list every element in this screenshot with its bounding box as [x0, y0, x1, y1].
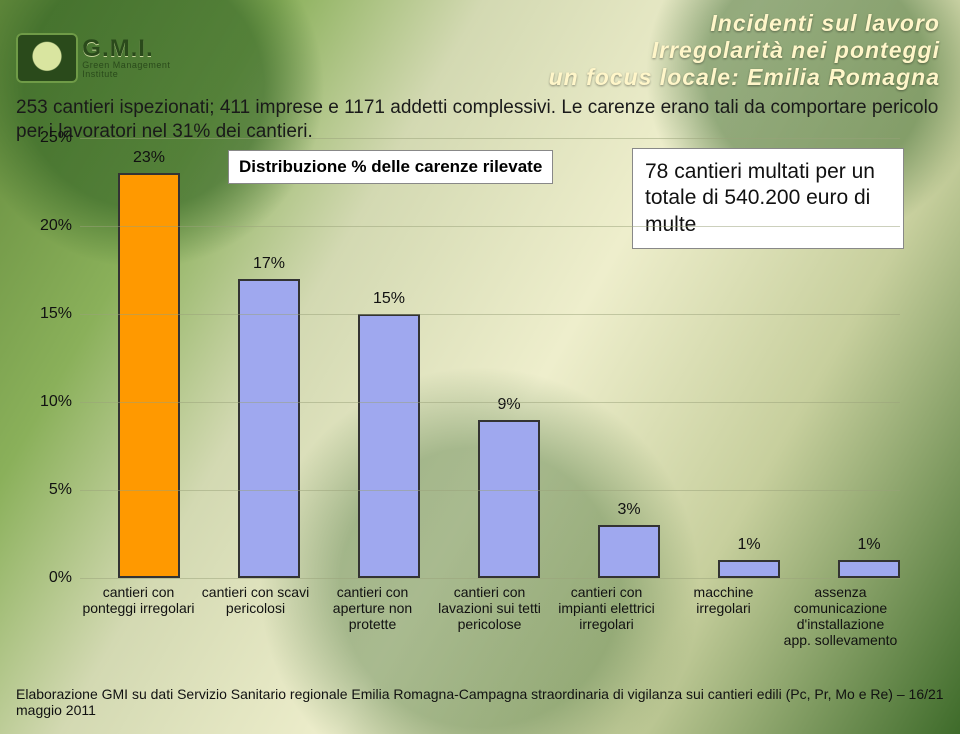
chart-y-tick-label: 20%	[26, 217, 72, 235]
chart-bar-value: 15%	[358, 290, 420, 308]
chart-gridline	[80, 578, 900, 579]
chart-bar	[118, 173, 180, 578]
chart-bar	[598, 525, 660, 578]
chart-y-tick-label: 25%	[26, 129, 72, 147]
chart-bar-value: 23%	[118, 149, 180, 167]
title-line1: Incidenti sul lavoro	[549, 10, 940, 37]
footnote: Elaborazione GMI su dati Servizio Sanita…	[16, 686, 944, 718]
chart-bar-value: 17%	[238, 255, 300, 273]
chart-y-tick-label: 5%	[26, 481, 72, 499]
logo-line2: Green Management Institute	[82, 61, 206, 79]
chart-bar	[478, 420, 540, 578]
chart-x-labels: cantieri con ponteggi irregolaricantieri…	[80, 584, 900, 648]
bar-chart: 23%17%15%9%3%1%1% 0%5%10%15%20%25% canti…	[80, 138, 900, 658]
chart-bar-value: 1%	[838, 536, 900, 554]
chart-bar	[838, 560, 900, 578]
chart-bar-value: 3%	[598, 501, 660, 519]
chart-bar	[238, 279, 300, 578]
chart-gridline	[80, 402, 900, 403]
chart-gridline	[80, 138, 900, 139]
chart-bar	[358, 314, 420, 578]
chart-x-label: macchine irregolari	[665, 584, 782, 648]
chart-gridline	[80, 226, 900, 227]
title-line3: un focus locale: Emilia Romagna	[549, 64, 940, 91]
slide: G.M.I. Green Management Institute Incide…	[0, 0, 960, 734]
chart-bars: 23% 17% 15% 9% 3% 1% 1%	[80, 138, 900, 578]
logo-badge-icon	[16, 33, 78, 83]
chart-x-label: assenza comunicazione d'installazione ap…	[782, 584, 899, 648]
chart-bar	[718, 560, 780, 578]
title-line2: Irregolarità nei ponteggi	[549, 37, 940, 64]
chart-x-label: cantieri con lavazioni sui tetti pericol…	[431, 584, 548, 648]
logo: G.M.I. Green Management Institute	[16, 28, 206, 88]
chart-bar-value: 9%	[478, 396, 540, 414]
chart-gridline	[80, 314, 900, 315]
chart-y-tick-label: 10%	[26, 393, 72, 411]
title-block: Incidenti sul lavoro Irregolarità nei po…	[549, 10, 940, 91]
chart-x-label: cantieri con aperture non protette	[314, 584, 431, 648]
chart-x-label: cantieri con impianti elettrici irregola…	[548, 584, 665, 648]
chart-y-tick-label: 0%	[26, 569, 72, 587]
chart-plot-area: 23%17%15%9%3%1%1% 0%5%10%15%20%25%	[80, 138, 900, 578]
chart-x-label: cantieri con scavi pericolosi	[197, 584, 314, 648]
chart-y-tick-label: 15%	[26, 305, 72, 323]
chart-bar-value: 1%	[718, 536, 780, 554]
chart-gridline	[80, 490, 900, 491]
logo-line1: G.M.I.	[82, 37, 206, 61]
logo-text: G.M.I. Green Management Institute	[82, 37, 206, 79]
chart-x-label: cantieri con ponteggi irregolari	[80, 584, 197, 648]
intro-text: 253 cantieri ispezionati; 411 imprese e …	[16, 96, 944, 144]
